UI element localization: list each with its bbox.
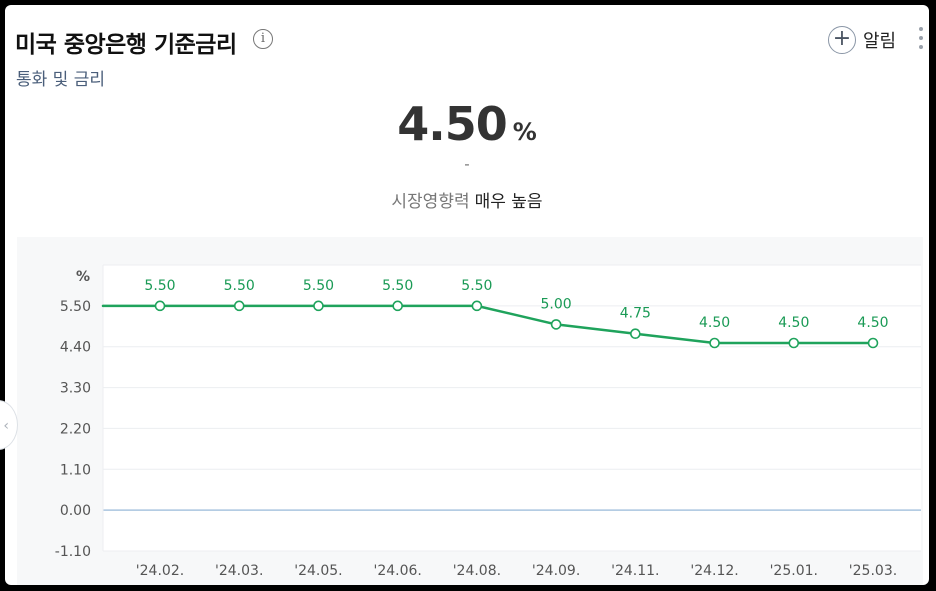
data-point [392, 300, 403, 312]
data-point [709, 337, 720, 349]
plot-area [103, 265, 921, 551]
y-tick-label: 3.30 [60, 381, 91, 397]
x-tick-label: '24.08. [453, 563, 501, 579]
x-tick-label: '24.05. [294, 563, 342, 579]
y-tick-label: 4.40 [60, 340, 91, 356]
impact-label: 시장영향력 [391, 192, 470, 212]
data-point [313, 300, 324, 312]
page-title: 미국 중앙은행 기준금리 [15, 32, 237, 58]
rate-line-chart: % 5.50 4.40 3.30 2.20 1.10 0.00 -1.10 '24.02. '24… [55, 264, 921, 579]
data-point [550, 319, 562, 330]
data-label: 5.00 [541, 296, 572, 312]
x-tick-label: '24.06. [373, 563, 421, 579]
data-label: 4.50 [699, 315, 730, 331]
info-icon[interactable]: i [253, 29, 273, 49]
data-label: 5.50 [382, 278, 413, 294]
y-tick-label: 1.10 [60, 462, 91, 478]
y-tick-label: 2.20 [60, 421, 91, 437]
rate-card: 미국 중앙은행 기준금리 i 통화 및 금리 + 알림 4.50% - 시장영향… [5, 5, 929, 585]
change-value: - [464, 155, 470, 173]
data-point [630, 328, 641, 340]
y-tick-label: -1.10 [55, 544, 91, 560]
data-label: 5.50 [224, 278, 255, 294]
category-link[interactable]: 통화 및 금리 [16, 70, 106, 90]
y-tick-label: 0.00 [60, 503, 91, 519]
rate-value: 4.50 [397, 97, 507, 151]
more-vertical-icon[interactable] [917, 27, 925, 53]
alarm-label: 알림 [863, 31, 897, 52]
data-label: 4.75 [620, 306, 651, 322]
impact-value: 매우 높음 [474, 192, 543, 212]
data-point [788, 337, 800, 349]
data-label: 5.50 [144, 278, 175, 294]
x-tick-label: '24.03. [215, 563, 263, 579]
data-label: 4.50 [778, 315, 809, 331]
data-label: 5.50 [303, 278, 334, 294]
data-point [233, 300, 245, 312]
x-tick-label: '24.02. [136, 563, 184, 579]
x-tick-label: '24.09. [532, 563, 580, 579]
x-tick-label: '25.03. [849, 563, 897, 579]
y-axis-label: % [76, 269, 90, 285]
data-label: 5.50 [461, 278, 492, 294]
y-tick-label: 5.50 [60, 299, 91, 315]
alarm-button[interactable]: + 알림 [828, 25, 896, 55]
market-impact: 시장영향력 매우 높음 [5, 187, 929, 212]
data-point [471, 300, 483, 312]
data-point [154, 300, 166, 312]
data-point [867, 337, 879, 349]
x-tick-label: '25.01. [770, 563, 818, 579]
current-value: 4.50% [5, 97, 929, 151]
plus-circle-icon: + [828, 26, 856, 54]
x-tick-label: '24.11. [611, 563, 659, 579]
x-tick-label: '24.12. [690, 563, 738, 579]
data-label: 4.50 [857, 315, 888, 331]
rate-unit: % [512, 118, 537, 146]
